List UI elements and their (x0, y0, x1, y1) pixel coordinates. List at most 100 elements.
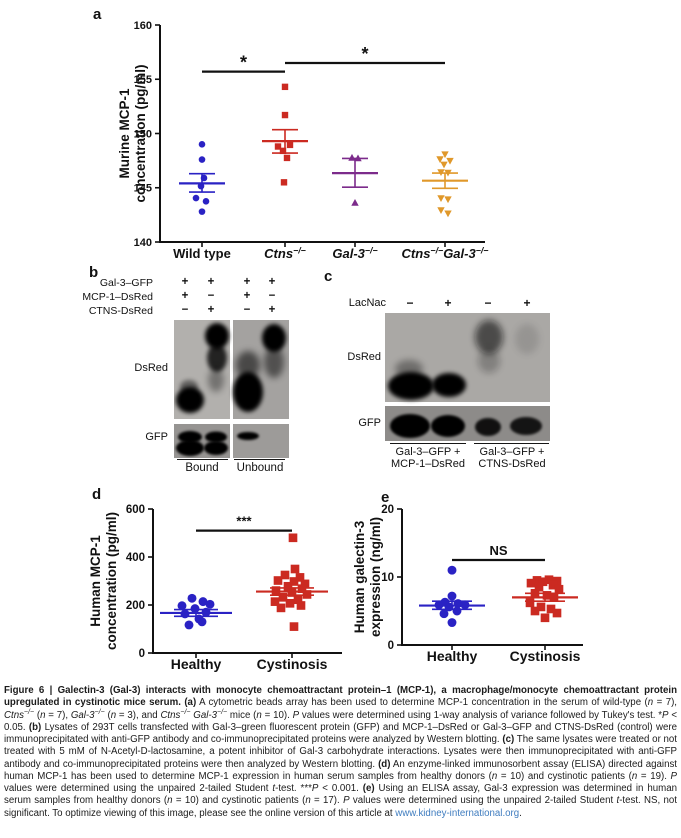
chart-e-svg: 0 10 20 Human galectin-3 expression (ng/ml) H… (352, 504, 583, 664)
panel-b-sign: − (243, 304, 251, 316)
x-group-label: Cystinosis (510, 648, 581, 664)
y-tick-label: 160 (134, 20, 152, 32)
x-group-label: Ctns−/−Gal-3−/− (402, 246, 489, 261)
significance-label: * (361, 44, 368, 64)
caption-text-segment: P (343, 795, 350, 807)
panel-b-sign: + (268, 276, 276, 288)
gfp-blot-unbound (233, 424, 289, 458)
y-axis-label: expression (ng/ml) (368, 517, 383, 637)
caption-text-segment: Figure 6 | Galectin-3 (Gal-3) interacts … (4, 685, 677, 709)
y-axis-label: Human galectin-3 (352, 520, 367, 633)
caption-text-segment: Ctns (4, 709, 24, 721)
panel-a-letter: a (93, 6, 102, 23)
y-tick-label: 0 (139, 648, 145, 660)
caption-text-segment: An enzyme-linked immunosorbent assay (EL… (4, 758, 677, 782)
y-tick-label: 0 (388, 640, 394, 652)
caption-text-segment: = 19). (637, 770, 671, 782)
caption-text-segment: = 17). (310, 795, 344, 807)
panel-c-row-label: LacNac (348, 297, 386, 309)
caption-text-segment: n (647, 697, 654, 709)
caption-text-segment: P (292, 709, 300, 721)
panel-c-gfp-label: GFP (358, 417, 381, 429)
panel-b-sign: + (207, 304, 215, 316)
significance-label: *** (236, 514, 252, 529)
unbound-label: Unbound (236, 462, 284, 474)
panel-b-sign: + (181, 290, 189, 302)
caption-text-segment: < 0.05. (4, 709, 677, 733)
panel-b-sign: + (207, 276, 215, 288)
caption-text-segment: Gal-3 (193, 709, 217, 721)
significance-label: NS (489, 543, 507, 558)
caption-text-segment: n (40, 709, 46, 721)
caption-text-segment: −/− (94, 708, 105, 716)
panel-b-row-label: MCP-1–DsRed (82, 291, 153, 303)
panel-c-sign: + (523, 296, 531, 310)
caption-text-segment: = 10) and cystinotic patients ( (497, 770, 632, 782)
panel-c-sign: + (444, 296, 452, 310)
y-tick-label: 140 (134, 237, 152, 249)
panel-b-sign: + (181, 276, 189, 288)
y-tick-label: 150 (134, 128, 152, 140)
panel-b-sign: − (181, 304, 189, 316)
unbound-underline (234, 459, 285, 460)
caption-text-segment: −/− (217, 708, 228, 716)
panel-c-blot-image (385, 313, 550, 441)
caption-text-segment: Lysates of 293T cells transfected with G… (4, 721, 677, 745)
panel-b-blot-image (174, 320, 289, 458)
caption-text-segment: P (311, 783, 319, 794)
y-axis-label: concentration (pg/ml) (104, 512, 119, 650)
caption-text-segment: −/− (180, 708, 191, 716)
y-tick-label: 200 (126, 600, 145, 612)
panel-c-dsred-label: DsRed (347, 351, 381, 363)
panel-b-sign: − (207, 290, 215, 302)
kidney-international-link[interactable]: www.kidney-international.org (395, 807, 520, 819)
panel-b-row-label: CTNS-DsRed (88, 305, 153, 317)
panel-b-dsred-label: DsRed (134, 362, 168, 374)
caption-text-segment: . (519, 807, 522, 819)
bound-underline (177, 459, 228, 460)
panel-e-letter: e (381, 489, 390, 506)
caption-text-segment: ( (104, 709, 111, 721)
bound-label: Bound (185, 462, 219, 474)
caption-text-segment: Using an ELISA assay, Gal-3 expression w… (4, 783, 677, 807)
significance-label: * (240, 53, 247, 73)
panel-c-letter: c (324, 268, 333, 285)
mcp1-group-label: Gal-3–GFP + MCP-1–DsRed (391, 446, 465, 470)
panel-d-scatter-chart: 0 200 400 600 Human MCP-1 concentration (pg/m… (88, 498, 400, 691)
panel-c-sign: − (484, 296, 492, 310)
y-tick-label: 155 (134, 74, 152, 86)
caption-text-segment: n (110, 709, 117, 721)
caption-text-segment: (a) (184, 697, 197, 709)
x-group-label: Ctns−/− (264, 246, 306, 261)
caption-text-segment: P (662, 709, 669, 721)
caption-text-segment: (e) (362, 783, 375, 794)
y-tick-label: 145 (134, 183, 152, 195)
x-group-label: Healthy (427, 648, 478, 664)
y-axis-label: concentration (pg/ml) (133, 65, 148, 203)
caption-text-segment: = 10) and cystinotic patients ( (172, 795, 306, 807)
panel-b-gfp-label: GFP (145, 431, 168, 443)
mcp1-group-overline (390, 443, 466, 444)
caption-text-segment: -test. NS, not significant. To optimize … (4, 795, 677, 819)
ctns-group-label: Gal-3–GFP + CTNS-DsRed (478, 446, 546, 470)
x-group-label: Cystinosis (257, 656, 328, 672)
caption-text-segment: P (670, 770, 677, 782)
panel-d-letter: d (92, 486, 102, 503)
caption-text-segment: The same lysates were treated or not tre… (4, 734, 678, 770)
caption-text-segment: n (631, 770, 638, 782)
panel-b-sign: + (268, 304, 276, 316)
y-tick-label: 20 (381, 504, 394, 516)
chart-a-svg: 140 145 150 155 160 Murine MCP-1 concentration… (117, 20, 489, 261)
y-tick-label: 600 (126, 504, 145, 516)
caption-text-segment: n (305, 795, 311, 807)
caption-text-segment: values were determined using the unpaire… (4, 783, 273, 794)
caption-text-segment: Gal-3 (70, 709, 95, 721)
x-group-label: Wild type (173, 246, 231, 261)
x-group-label: Gal-3−/− (332, 246, 377, 261)
caption-text-segment: n (491, 770, 498, 782)
caption-text-segment: t (616, 795, 620, 807)
caption-text-segment: Ctns (160, 709, 181, 721)
caption-text-segment: −/− (23, 708, 35, 716)
ctns-group-overline (474, 443, 549, 444)
